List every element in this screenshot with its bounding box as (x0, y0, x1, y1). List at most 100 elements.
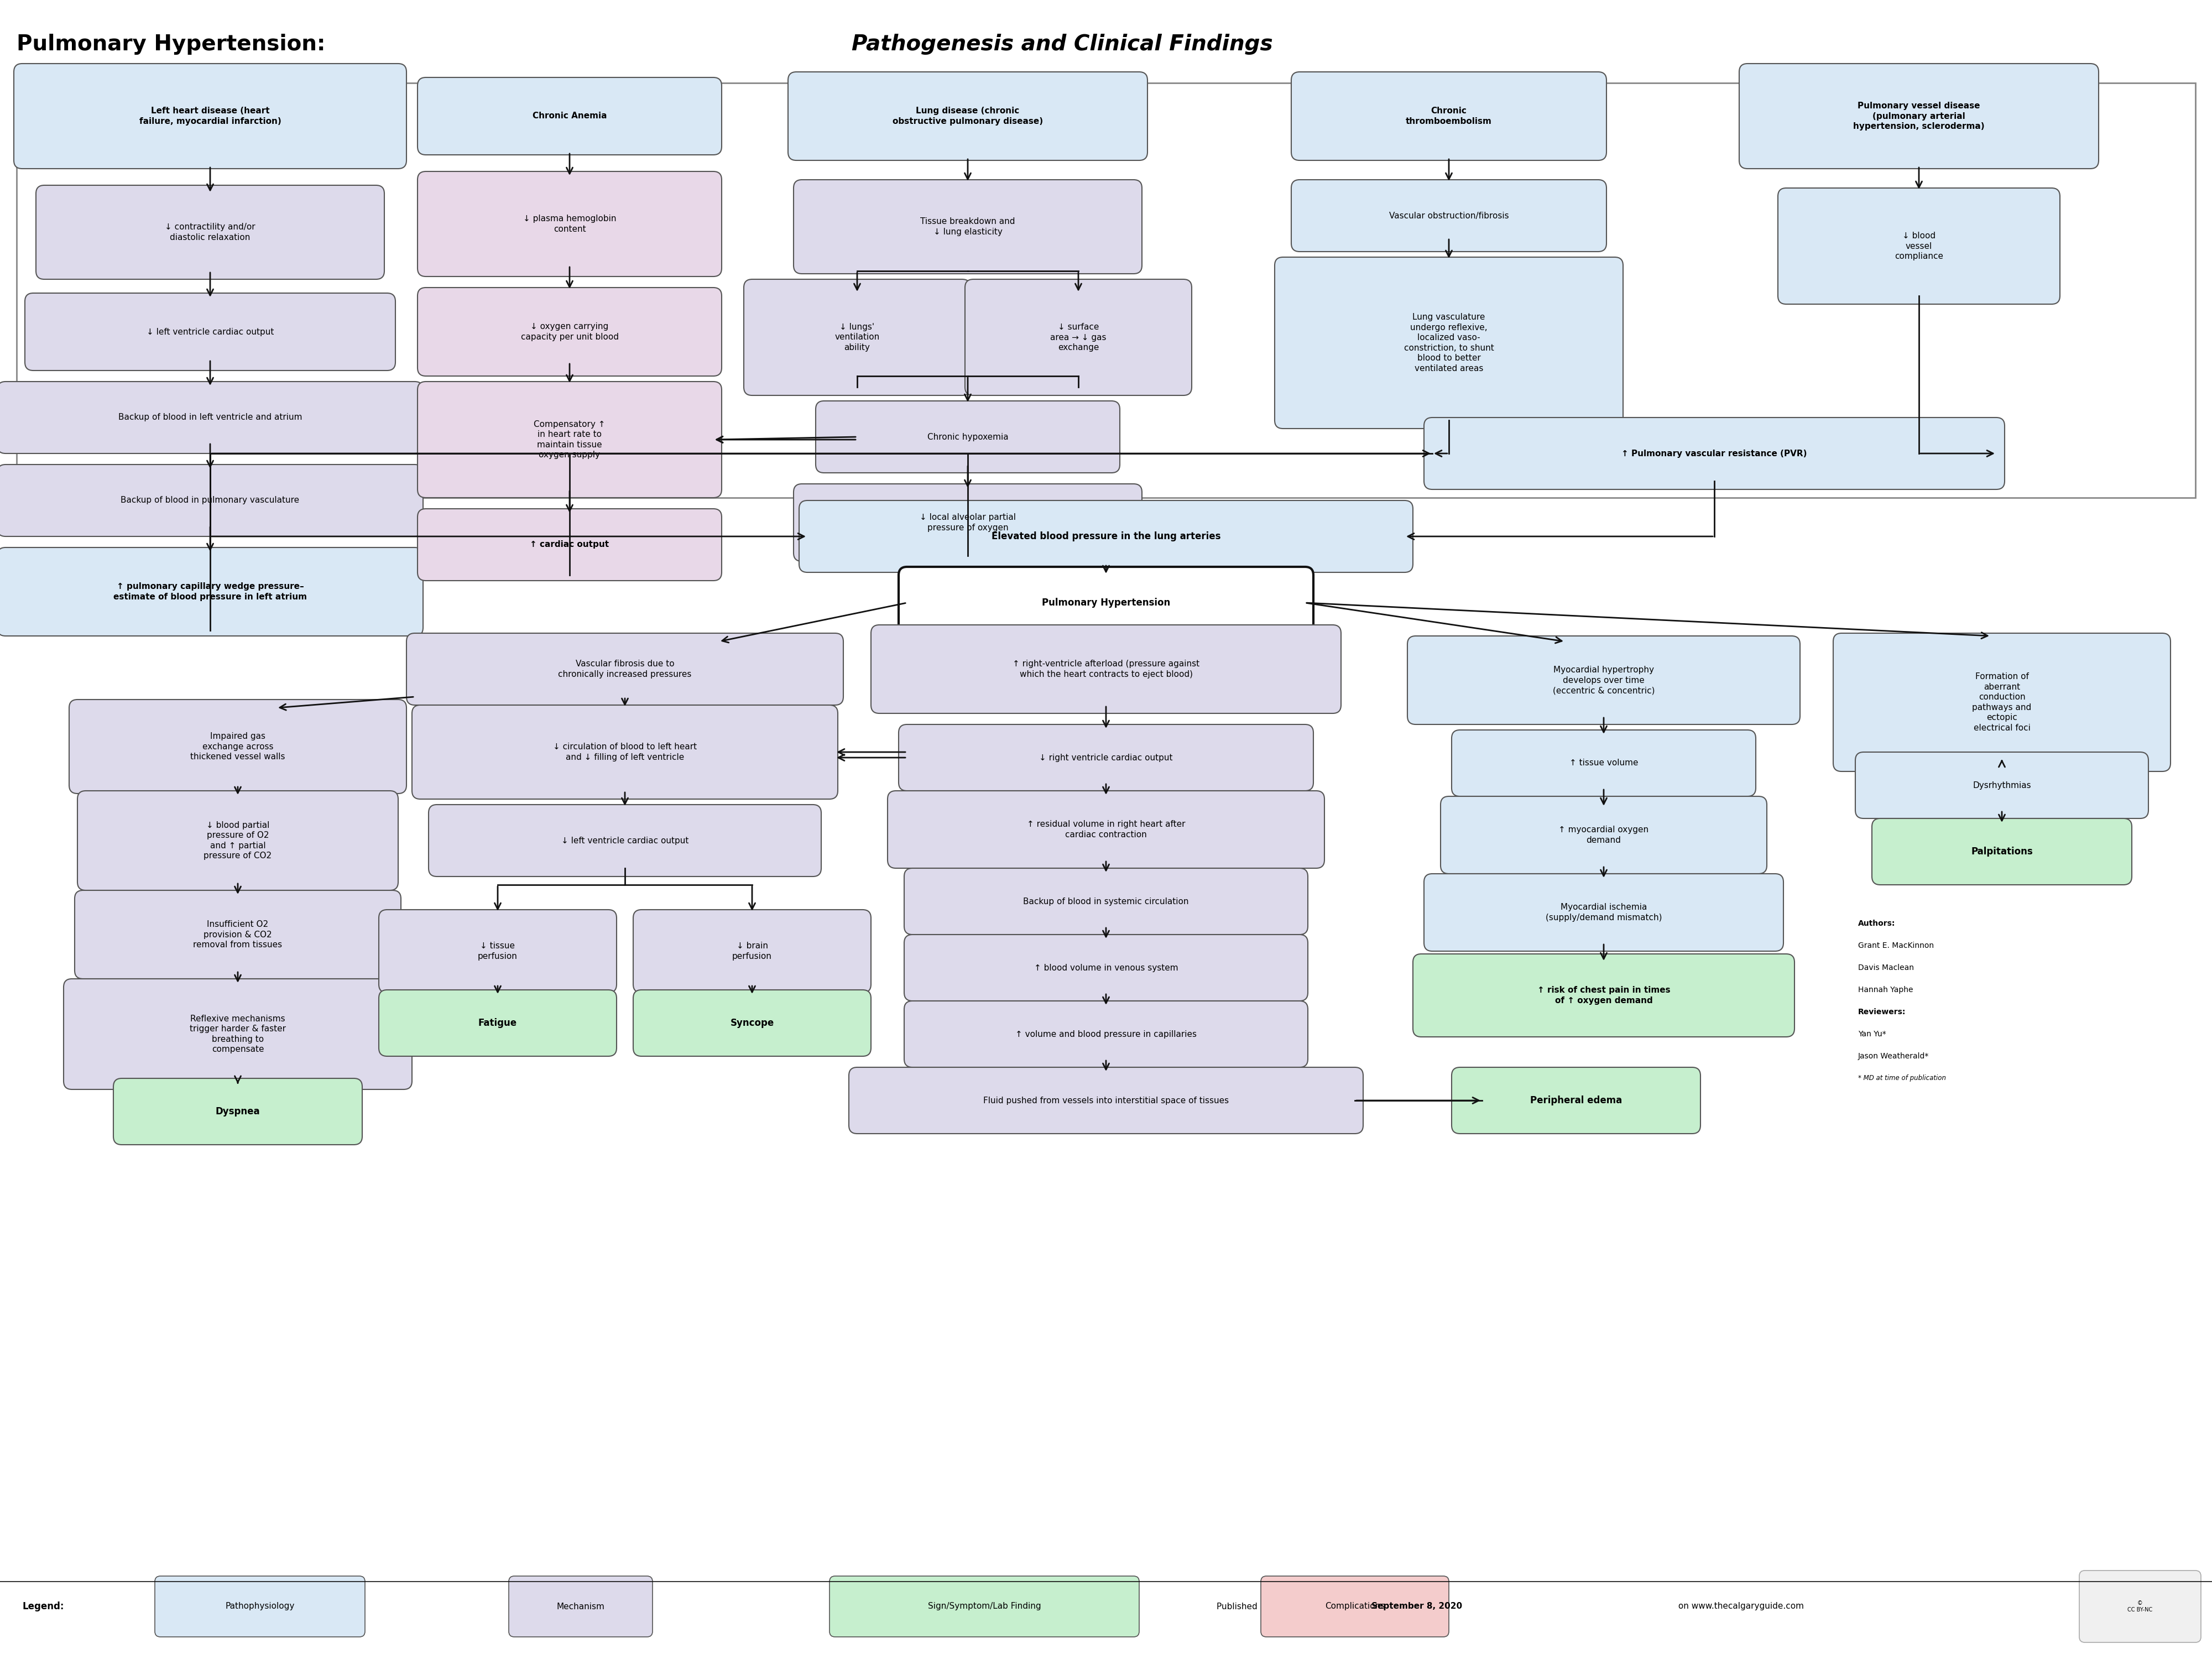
FancyBboxPatch shape (1292, 71, 1606, 161)
FancyBboxPatch shape (1292, 179, 1606, 252)
Text: ↓ contractility and/or
diastolic relaxation: ↓ contractility and/or diastolic relaxat… (166, 222, 254, 242)
Text: Authors:: Authors: (1858, 919, 1896, 927)
FancyBboxPatch shape (1451, 1067, 1701, 1133)
FancyBboxPatch shape (418, 382, 721, 498)
FancyBboxPatch shape (633, 990, 872, 1057)
Text: Myocardial ischemia
(supply/demand mismatch): Myocardial ischemia (supply/demand misma… (1546, 902, 1661, 922)
Text: ↑ right-ventricle afterload (pressure against
which the heart contracts to eject: ↑ right-ventricle afterload (pressure ag… (1013, 660, 1199, 679)
FancyBboxPatch shape (830, 1576, 1139, 1637)
Text: Reviewers:: Reviewers: (1858, 1009, 1907, 1015)
Text: Complications: Complications (1325, 1603, 1385, 1611)
Text: Backup of blood in systemic circulation: Backup of blood in systemic circulation (1024, 898, 1188, 906)
Text: ↓ circulation of blood to left heart
and ↓ filling of left ventricle: ↓ circulation of blood to left heart and… (553, 743, 697, 761)
FancyBboxPatch shape (799, 501, 1413, 572)
FancyBboxPatch shape (1407, 635, 1801, 725)
FancyBboxPatch shape (964, 279, 1192, 395)
FancyBboxPatch shape (1871, 818, 2132, 884)
FancyBboxPatch shape (1425, 874, 1783, 951)
Text: Dyspnea: Dyspnea (215, 1107, 261, 1117)
Text: Jason Weatherald*: Jason Weatherald* (1858, 1052, 1929, 1060)
Text: ↓ blood
vessel
compliance: ↓ blood vessel compliance (1893, 232, 1944, 260)
Text: ↓ tissue
perfusion: ↓ tissue perfusion (478, 942, 518, 961)
Text: ©
CC BY-NC: © CC BY-NC (2128, 1601, 2152, 1613)
Text: Syncope: Syncope (730, 1019, 774, 1029)
Text: Published: Published (1217, 1603, 1261, 1611)
Text: Legend:: Legend: (22, 1601, 64, 1611)
Text: Insufficient O2
provision & CO2
removal from tissues: Insufficient O2 provision & CO2 removal … (192, 921, 283, 949)
FancyBboxPatch shape (418, 171, 721, 277)
FancyBboxPatch shape (113, 1078, 363, 1145)
FancyBboxPatch shape (887, 791, 1325, 868)
FancyBboxPatch shape (816, 401, 1119, 473)
FancyBboxPatch shape (1778, 187, 2059, 304)
Text: Pulmonary Hypertension:: Pulmonary Hypertension: (18, 33, 332, 55)
Text: Davis Maclean: Davis Maclean (1858, 964, 1913, 972)
FancyBboxPatch shape (418, 509, 721, 581)
Text: ↑ cardiac output: ↑ cardiac output (531, 541, 608, 549)
Text: ↑ pulmonary capillary wedge pressure–
estimate of blood pressure in left atrium: ↑ pulmonary capillary wedge pressure– es… (113, 582, 307, 601)
FancyBboxPatch shape (69, 700, 407, 793)
Text: ↑ myocardial oxygen
demand: ↑ myocardial oxygen demand (1559, 826, 1648, 844)
Text: Compensatory ↑
in heart rate to
maintain tissue
oxygen supply: Compensatory ↑ in heart rate to maintain… (533, 420, 606, 460)
Text: ↓ blood partial
pressure of O2
and ↑ partial
pressure of CO2: ↓ blood partial pressure of O2 and ↑ par… (204, 821, 272, 859)
Text: Vascular obstruction/fibrosis: Vascular obstruction/fibrosis (1389, 212, 1509, 221)
FancyBboxPatch shape (872, 625, 1340, 713)
Text: Elevated blood pressure in the lung arteries: Elevated blood pressure in the lung arte… (991, 531, 1221, 541)
FancyBboxPatch shape (24, 294, 396, 370)
Text: ↑ blood volume in venous system: ↑ blood volume in venous system (1033, 964, 1179, 972)
FancyBboxPatch shape (1451, 730, 1756, 796)
Text: ↑ volume and blood pressure in capillaries: ↑ volume and blood pressure in capillari… (1015, 1030, 1197, 1039)
FancyBboxPatch shape (418, 78, 721, 154)
FancyBboxPatch shape (1274, 257, 1624, 428)
Text: Lung disease (chronic
obstructive pulmonary disease): Lung disease (chronic obstructive pulmon… (891, 106, 1044, 126)
Text: Hannah Yaphe: Hannah Yaphe (1858, 985, 1913, 994)
FancyBboxPatch shape (1739, 63, 2099, 169)
FancyBboxPatch shape (794, 179, 1141, 274)
FancyBboxPatch shape (378, 990, 617, 1057)
Text: ↓ left ventricle cardiac output: ↓ left ventricle cardiac output (146, 328, 274, 335)
FancyBboxPatch shape (35, 186, 385, 279)
FancyBboxPatch shape (2079, 1571, 2201, 1642)
FancyBboxPatch shape (75, 891, 400, 979)
Text: Myocardial hypertrophy
develops over time
(eccentric & concentric): Myocardial hypertrophy develops over tim… (1553, 665, 1655, 695)
FancyBboxPatch shape (1440, 796, 1767, 874)
Text: Pathophysiology: Pathophysiology (226, 1603, 294, 1611)
FancyBboxPatch shape (509, 1576, 653, 1637)
FancyBboxPatch shape (1413, 954, 1794, 1037)
Text: ↓ left ventricle cardiac output: ↓ left ventricle cardiac output (562, 836, 688, 844)
Text: Pathogenesis and Clinical Findings: Pathogenesis and Clinical Findings (852, 33, 1272, 55)
Text: ↑ tissue volume: ↑ tissue volume (1568, 760, 1639, 766)
FancyBboxPatch shape (1261, 1576, 1449, 1637)
Text: Impaired gas
exchange across
thickened vessel walls: Impaired gas exchange across thickened v… (190, 732, 285, 761)
Text: ↑ risk of chest pain in times
of ↑ oxygen demand: ↑ risk of chest pain in times of ↑ oxyge… (1537, 985, 1670, 1005)
Text: ↓ lungs'
ventilation
ability: ↓ lungs' ventilation ability (834, 324, 880, 352)
Text: on www.thecalgaryguide.com: on www.thecalgaryguide.com (1677, 1603, 1805, 1611)
Text: Lung vasculature
undergo reflexive,
localized vaso-
constriction, to shunt
blood: Lung vasculature undergo reflexive, loca… (1405, 314, 1493, 373)
Text: ↓ brain
perfusion: ↓ brain perfusion (732, 942, 772, 961)
FancyBboxPatch shape (905, 868, 1307, 934)
Text: ↓ right ventricle cardiac output: ↓ right ventricle cardiac output (1040, 753, 1172, 761)
Text: Sign/Symptom/Lab Finding: Sign/Symptom/Lab Finding (927, 1603, 1042, 1611)
FancyBboxPatch shape (0, 547, 422, 635)
Text: * MD at time of publication: * MD at time of publication (1858, 1075, 1947, 1082)
FancyBboxPatch shape (407, 634, 843, 705)
Text: Tissue breakdown and
↓ lung elasticity: Tissue breakdown and ↓ lung elasticity (920, 217, 1015, 236)
Text: Chronic hypoxemia: Chronic hypoxemia (927, 433, 1009, 441)
FancyBboxPatch shape (411, 705, 838, 800)
Text: Yan Yu*: Yan Yu* (1858, 1030, 1887, 1039)
Text: ↑ residual volume in right heart after
cardiac contraction: ↑ residual volume in right heart after c… (1026, 820, 1186, 839)
Text: Grant E. MacKinnon: Grant E. MacKinnon (1858, 942, 1933, 949)
Text: ↑ Pulmonary vascular resistance (PVR): ↑ Pulmonary vascular resistance (PVR) (1621, 450, 1807, 458)
FancyBboxPatch shape (77, 791, 398, 891)
Text: Chronic
thromboembolism: Chronic thromboembolism (1407, 106, 1491, 126)
FancyBboxPatch shape (155, 1576, 365, 1637)
Text: Fluid pushed from vessels into interstitial space of tissues: Fluid pushed from vessels into interstit… (982, 1097, 1230, 1105)
FancyBboxPatch shape (1834, 634, 2170, 771)
FancyBboxPatch shape (1425, 418, 2004, 489)
Text: Pulmonary Hypertension: Pulmonary Hypertension (1042, 597, 1170, 607)
Text: ↓ surface
area → ↓ gas
exchange: ↓ surface area → ↓ gas exchange (1051, 324, 1106, 352)
FancyBboxPatch shape (418, 287, 721, 377)
FancyBboxPatch shape (13, 63, 407, 169)
Text: Dysrhythmias: Dysrhythmias (1973, 781, 2031, 790)
FancyBboxPatch shape (787, 71, 1148, 161)
